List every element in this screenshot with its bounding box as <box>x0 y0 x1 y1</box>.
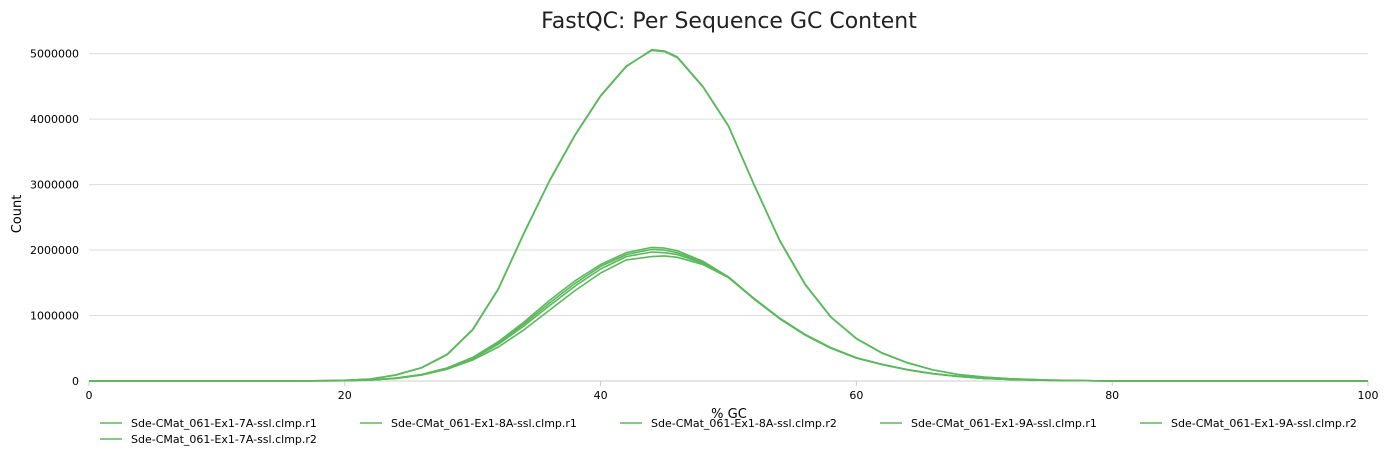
axes: 0 1000000 2000000 3000000 4000000 5000000 0 20 4… <box>30 48 1379 402</box>
y-tick-label: 1000000 <box>30 310 79 323</box>
x-tick-label: 0 <box>86 389 93 402</box>
legend-label: Sde-CMat_061-Ex1-9A-ssl.clmp.r1 <box>911 417 1097 430</box>
y-tick-label: 4000000 <box>30 113 79 126</box>
y-tick-label: 5000000 <box>30 48 79 61</box>
y-tick-label: 2000000 <box>30 244 79 257</box>
legend-item[interactable]: Sde-CMat_061-Ex1-9A-ssl.clmp.r2 <box>1140 417 1357 430</box>
x-tick-label: 20 <box>338 389 352 402</box>
legend-item[interactable]: Sde-CMat_061-Ex1-7A-ssl.clmp.r2 <box>100 433 317 446</box>
grid-lines <box>89 53 1368 317</box>
x-tick-label: 80 <box>1105 389 1119 402</box>
legend-item[interactable]: Sde-CMat_061-Ex1-7A-ssl.clmp.r1 <box>100 417 317 430</box>
series-line-3[interactable] <box>89 255 1368 382</box>
legend-item[interactable]: Sde-CMat_061-Ex1-8A-ssl.clmp.r2 <box>620 417 837 430</box>
legend-item[interactable]: Sde-CMat_061-Ex1-9A-ssl.clmp.r1 <box>880 417 1097 430</box>
legend: Sde-CMat_061-Ex1-7A-ssl.clmp.r1 Sde-CMat_… <box>100 417 1357 446</box>
legend-item[interactable]: Sde-CMat_061-Ex1-8A-ssl.clmp.r1 <box>360 417 577 430</box>
x-tick-label: 100 <box>1358 389 1379 402</box>
series-line-5[interactable] <box>89 251 1368 382</box>
legend-label: Sde-CMat_061-Ex1-8A-ssl.clmp.r1 <box>391 417 577 430</box>
legend-label: Sde-CMat_061-Ex1-7A-ssl.clmp.r2 <box>131 433 317 446</box>
series-line-6[interactable] <box>89 248 1368 382</box>
legend-label: Sde-CMat_061-Ex1-7A-ssl.clmp.r1 <box>131 417 317 430</box>
y-tick-label: 3000000 <box>30 179 79 192</box>
x-tick-label: 60 <box>849 389 863 402</box>
chart-title: FastQC: Per Sequence GC Content <box>541 9 917 34</box>
series-line-2[interactable] <box>89 49 1368 382</box>
x-axis-label: % GC <box>711 407 747 422</box>
y-tick-label: 0 <box>72 375 79 388</box>
legend-label: Sde-CMat_061-Ex1-9A-ssl.clmp.r2 <box>1171 417 1357 430</box>
series-lines <box>89 48 1368 382</box>
y-axis-label: Count <box>10 195 25 234</box>
legend-label: Sde-CMat_061-Ex1-8A-ssl.clmp.r2 <box>651 417 837 430</box>
x-tick-label: 40 <box>594 389 608 402</box>
series-line-4[interactable] <box>89 246 1368 382</box>
series-line-1[interactable] <box>89 48 1368 382</box>
